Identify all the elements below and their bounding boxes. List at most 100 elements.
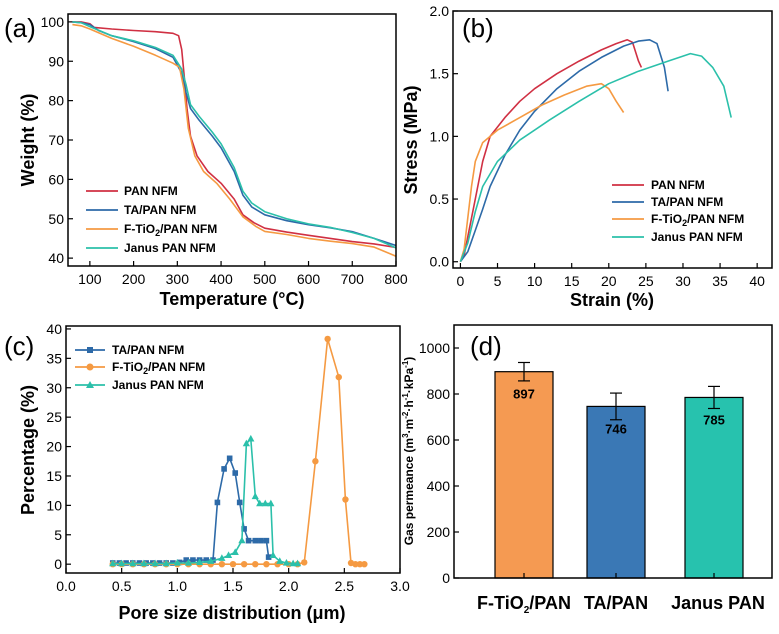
panel-c-x-tick-label: 0.5 <box>112 578 132 594</box>
data-point-janus-pan-nfm <box>207 557 215 564</box>
data-point-janus-pan-nfm <box>247 434 255 442</box>
panel-b-legend: PAN NFM TA/PAN NFM F-TiO2/PAN NFM Janus … <box>612 178 744 244</box>
panel-a-y-tick-label: 50 <box>48 211 64 227</box>
panel-a-y-tick-label: 100 <box>41 14 65 30</box>
legend-b-janus: Janus PAN NFM <box>651 230 743 244</box>
legend-c-ti: F-TiO2/PAN NFM <box>112 360 205 376</box>
panel-c-y-label: Percentage (%) <box>18 385 38 515</box>
data-point-ta-pan-nfm <box>258 537 264 544</box>
data-point-ta-pan-nfm <box>245 537 252 544</box>
panel-d-y-tick-label: 800 <box>427 386 451 402</box>
legend-b-ta: TA/PAN NFM <box>651 195 723 209</box>
data-point-janus-pan-nfm <box>162 559 170 567</box>
series-line-janus-pan-nfm <box>459 52 732 262</box>
data-point-f-tio2-pan-nfm <box>342 496 349 503</box>
panel-c-x-tick-label: 2.5 <box>335 578 355 594</box>
data-point-f-tio2-pan-nfm <box>361 560 368 568</box>
series-line-janus-pan-nfm <box>72 21 397 249</box>
series-line-ta-pan-nfm <box>72 21 397 247</box>
panel-a-y-tick-label: 40 <box>48 250 64 266</box>
panel-c-x-label: Pore size distribution (μm) <box>118 603 345 623</box>
panel-a-weight-vs-temperature: (a) 100 200 300 400 500 600 700 800 40 50 60 70 80 90… <box>4 13 408 309</box>
panel-c-x-tick-label: 0.0 <box>56 578 76 594</box>
data-point-ta-pan-nfm <box>226 455 233 462</box>
panel-a-legend: PAN NFM TA/PAN NFM F-TiO2/PAN NFM Janus … <box>86 184 217 255</box>
legend-a-janus: Janus PAN NFM <box>124 241 216 255</box>
data-point-janus-pan-nfm <box>224 551 233 558</box>
legend-b-ti: F-TiO2/PAN NFM <box>651 212 744 228</box>
bar-value-label: 785 <box>703 412 725 427</box>
data-point-f-tio2-pan-nfm <box>324 335 331 343</box>
panel-b-x-label: Strain (%) <box>570 290 654 310</box>
panel-d-y-tick-label: 0 <box>442 570 450 586</box>
data-point-janus-pan-nfm <box>140 559 148 567</box>
panel-b-x-tick-label: 25 <box>638 273 654 289</box>
bar-category-ftio2-pan: F-TiO2/PAN <box>477 593 571 616</box>
panel-a-x-tick-label: 200 <box>122 271 146 287</box>
panel-d-y-tick-label: 400 <box>427 478 451 494</box>
data-point-janus-pan-nfm <box>251 492 259 500</box>
data-point-f-tio2-pan-nfm <box>263 560 270 568</box>
legend-c-janus-marker <box>86 381 94 388</box>
bar-value-label: 746 <box>605 421 627 436</box>
panel-b-y-tick-label: 1.5 <box>430 66 450 82</box>
data-point-ta-pan-nfm <box>203 557 210 563</box>
data-point-janus-pan-nfm <box>269 551 277 558</box>
data-point-ta-pan-nfm <box>190 557 196 563</box>
panel-c-x-tick-label: 1.5 <box>223 578 243 594</box>
panel-d-gas-permeance: (d) 0 200 400 600 800 1000 897 746 785 Gas perm… <box>401 324 773 616</box>
data-point-ta-pan-nfm <box>236 499 243 506</box>
legend-c-ti-marker <box>86 363 94 371</box>
panel-d-frame <box>453 324 773 579</box>
data-point-janus-pan-nfm <box>173 559 181 566</box>
panel-a-y-tick-label: 70 <box>48 132 64 148</box>
data-point-janus-pan-nfm <box>118 559 126 567</box>
panel-b-x-tick-label: 0 <box>457 273 465 289</box>
data-point-f-tio2-pan-nfm <box>240 560 248 568</box>
data-point-janus-pan-nfm <box>256 499 264 507</box>
panel-b-x-tick-label: 15 <box>564 273 580 289</box>
data-point-janus-pan-nfm <box>238 536 246 544</box>
panel-b-y-tick-label: 0.5 <box>430 191 450 207</box>
panel-b-x-tick-label: 30 <box>675 273 691 289</box>
series-line-ta-pan-nfm <box>459 39 669 263</box>
data-point-ta-pan-nfm <box>232 470 239 476</box>
series-line-pan-nfm <box>459 39 643 263</box>
data-point-ta-pan-nfm <box>221 466 227 472</box>
series-line-f-tio2-pan-nfm <box>459 82 625 262</box>
panel-c-frame <box>65 325 401 574</box>
panel-d-y-label: Gas permeance (m3·m-2·h-1·kPa-1) <box>401 357 416 546</box>
data-point-janus-pan-nfm <box>293 559 302 567</box>
panel-c-pore-size-distribution: (c) 0.0 0.5 1.0 1.5 2.0 2.5 3.0 0 5 10 15 20 25 30 35 4… <box>4 321 410 623</box>
data-point-ta-pan-nfm <box>183 557 190 563</box>
data-point-janus-pan-nfm <box>242 439 250 447</box>
panel-d-y-tick-label: 1000 <box>419 340 450 356</box>
panel-d-label: (d) <box>470 331 502 361</box>
panel-b-x-tick-label: 40 <box>749 273 765 289</box>
bar-value-label: 897 <box>513 387 535 402</box>
panel-c-y-tick-label: 5 <box>54 527 62 543</box>
data-point-f-tio2-pan-nfm <box>229 560 237 568</box>
panel-d-y-tick-label: 200 <box>427 524 451 540</box>
legend-c-ta-marker <box>87 347 93 353</box>
data-point-f-tio2-pan-nfm <box>252 560 259 568</box>
panel-c-y-tick-label: 15 <box>46 468 62 484</box>
data-point-ta-pan-nfm <box>263 537 270 544</box>
panel-a-y-tick-label: 90 <box>48 53 64 69</box>
data-point-ta-pan-nfm <box>265 554 272 560</box>
data-point-f-tio2-pan-nfm <box>218 560 226 568</box>
panel-c-y-tick-label: 10 <box>46 497 62 513</box>
panel-a-x-tick-label: 400 <box>209 271 233 287</box>
panel-a-x-tick-label: 100 <box>78 271 102 287</box>
data-point-janus-pan-nfm <box>151 559 159 567</box>
data-point-ta-pan-nfm <box>252 537 259 544</box>
data-point-janus-pan-nfm <box>267 499 275 507</box>
panel-a-y-label: Weight (%) <box>18 94 38 187</box>
data-point-janus-pan-nfm <box>282 559 291 566</box>
panel-a-label: (a) <box>4 13 36 43</box>
legend-a-pan: PAN NFM <box>124 184 178 198</box>
data-point-janus-pan-nfm <box>184 559 193 566</box>
panel-b-label: (b) <box>462 13 494 43</box>
series-line-janus-pan-nfm <box>112 438 298 565</box>
